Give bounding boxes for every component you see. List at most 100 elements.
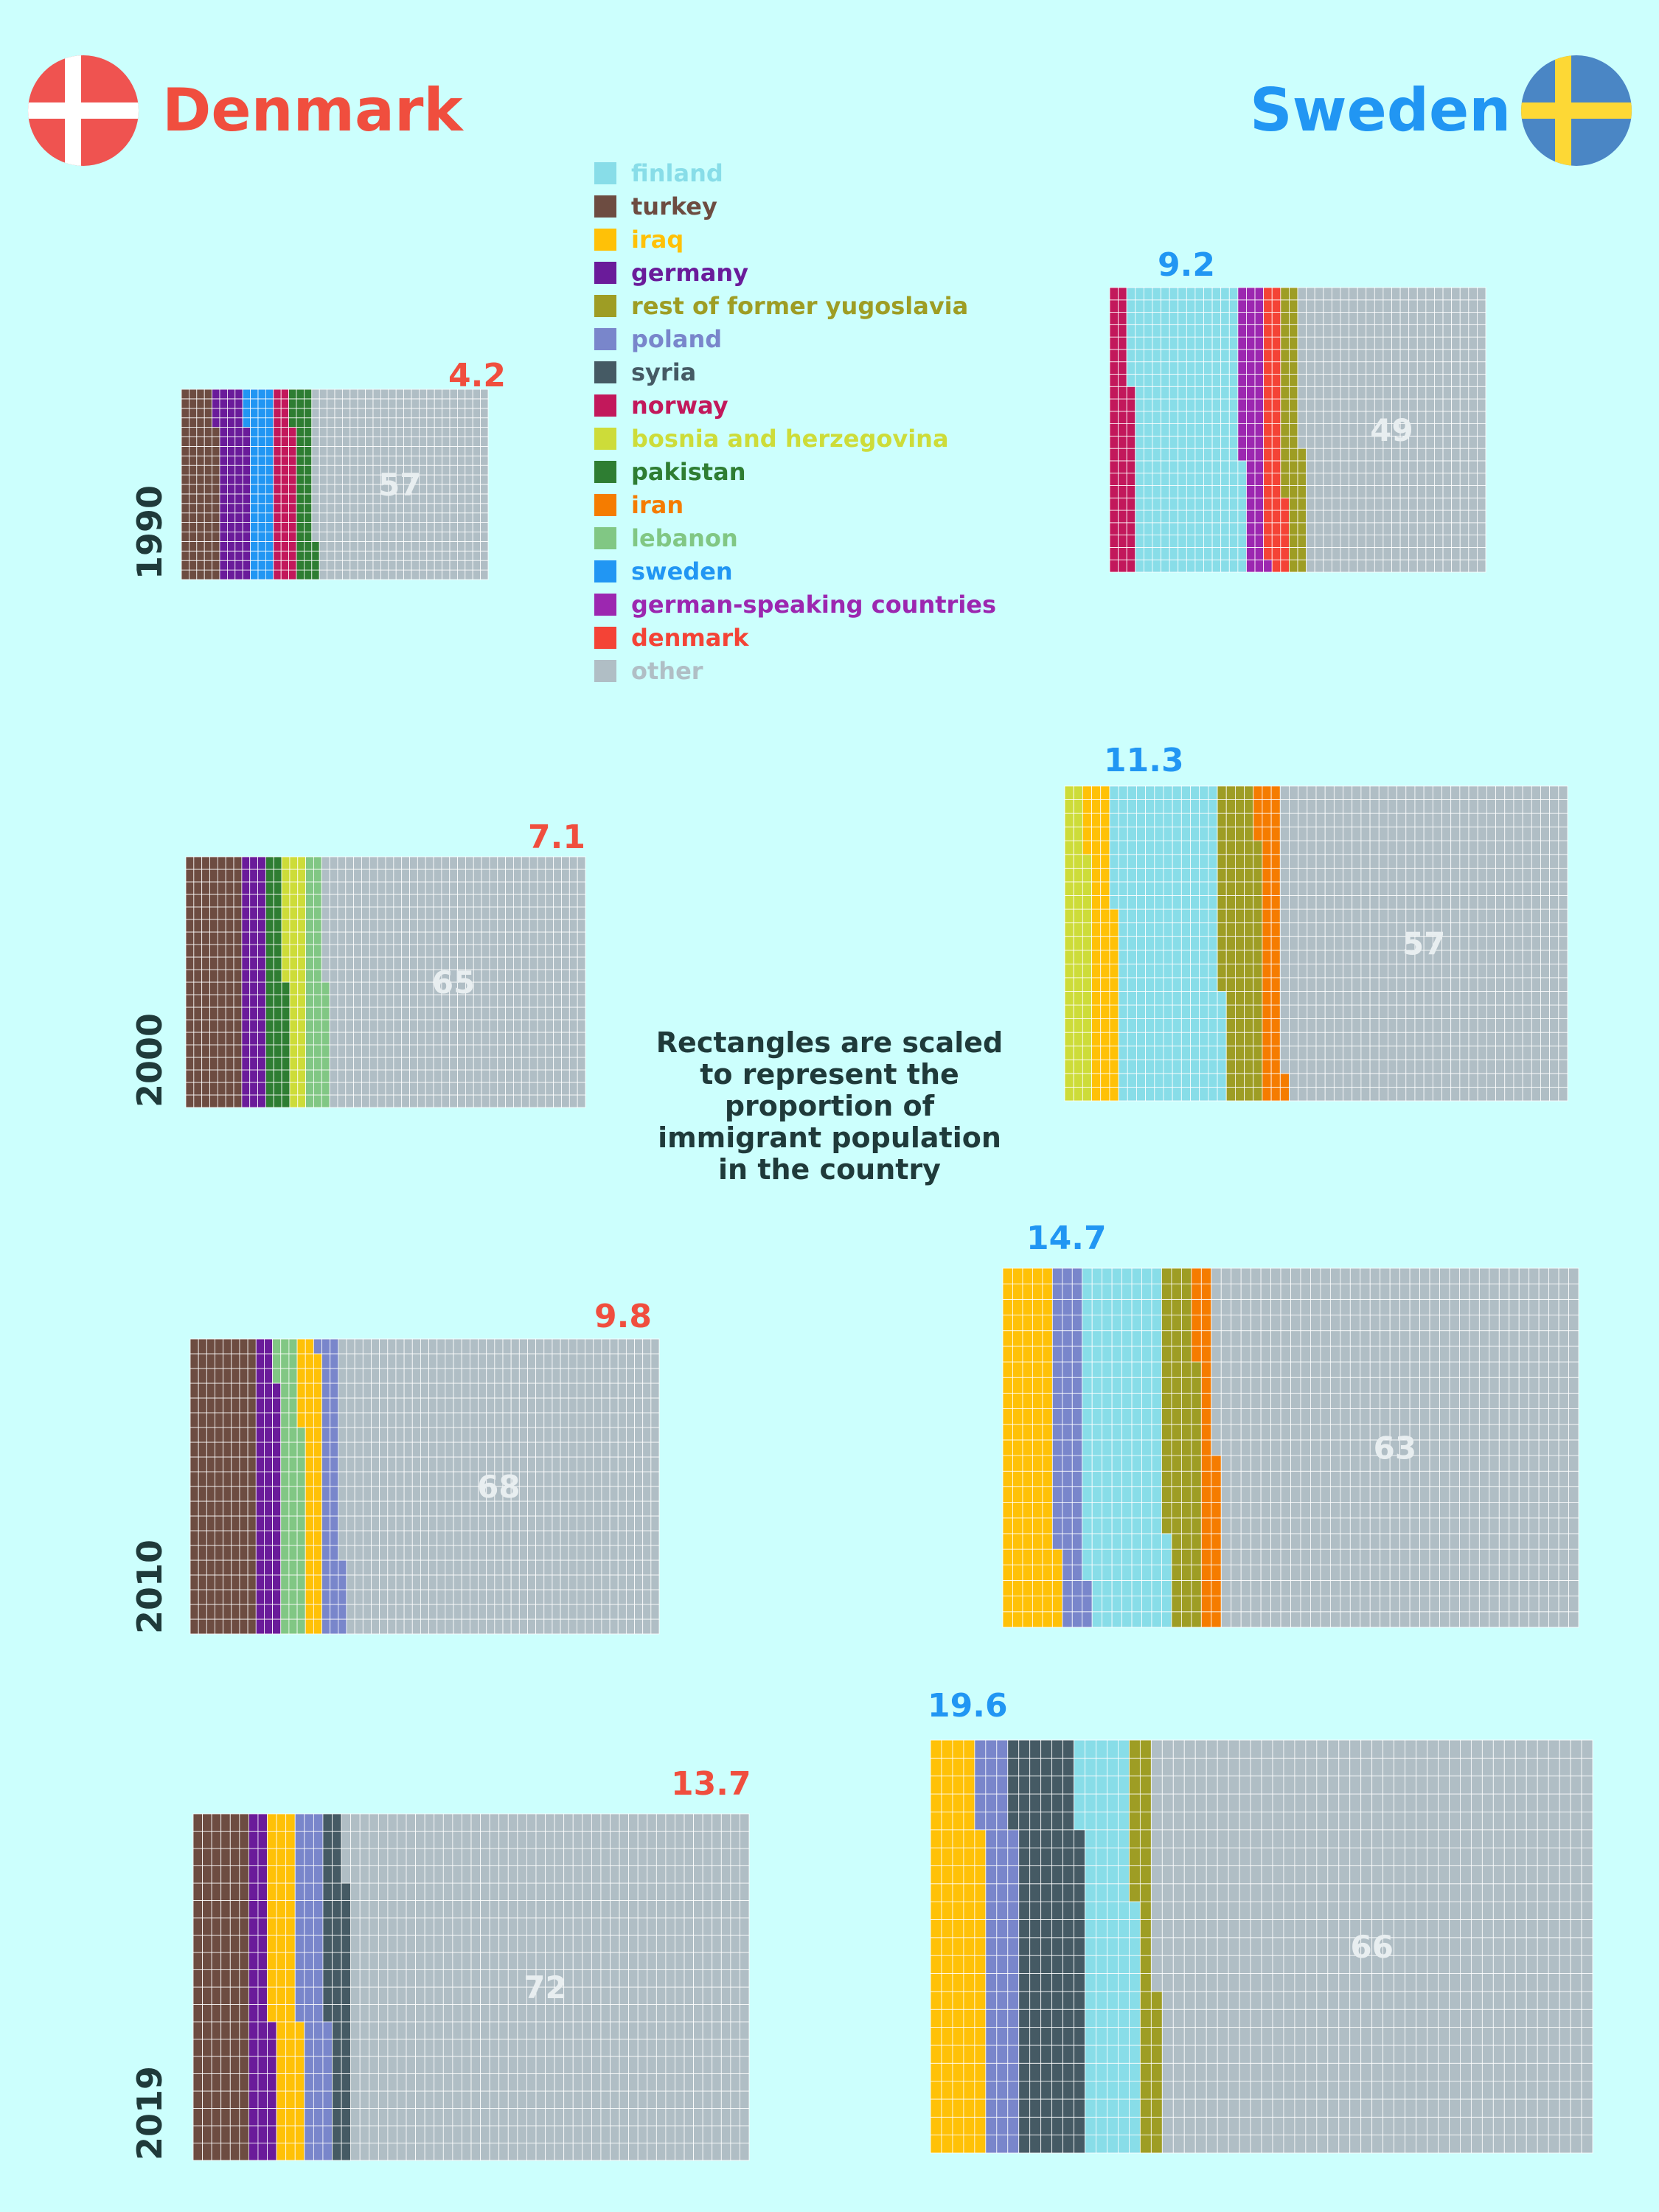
- waffle-cell: [265, 465, 274, 476]
- waffle-cell: [387, 1338, 397, 1354]
- waffle-cell: [369, 2108, 379, 2126]
- waffle-cell: [281, 869, 291, 883]
- waffle-cell: [337, 956, 347, 970]
- waffle-cell: [600, 2090, 611, 2109]
- waffle-cell: [545, 1952, 555, 1970]
- waffle-cell: [568, 919, 578, 933]
- waffle-cell: [242, 512, 251, 524]
- waffle-cell: [193, 1032, 203, 1046]
- waffle-cell: [215, 1427, 224, 1443]
- waffle-cell: [403, 1353, 413, 1369]
- waffle-cell: [609, 1559, 619, 1576]
- waffle-cell: [371, 1397, 380, 1413]
- waffle-cell: [403, 550, 412, 561]
- waffle-cell: [535, 2039, 546, 2057]
- waffle-cell: [192, 1865, 203, 1884]
- waffle-cell: [209, 981, 218, 995]
- waffle-cell: [303, 427, 313, 437]
- waffle-cell: [585, 1427, 594, 1443]
- waffle-cell: [327, 465, 335, 476]
- waffle-cell: [625, 1545, 635, 1561]
- waffle-cell: [319, 437, 328, 447]
- waffle-cell: [361, 894, 370, 908]
- waffle-cell: [1331, 460, 1341, 474]
- waffle-cell: [470, 2021, 481, 2039]
- waffle-cell: [321, 1530, 331, 1546]
- waffle-cell: [297, 856, 307, 870]
- waffle-cell: [498, 1935, 509, 1953]
- waffle-cell: [1349, 559, 1358, 573]
- waffle-cell: [354, 1515, 364, 1531]
- waffle-cell: [349, 427, 358, 437]
- waffle-cell: [417, 944, 426, 958]
- waffle-cell: [1289, 361, 1298, 375]
- waffle-cell: [1194, 460, 1204, 474]
- waffle-cell: [1374, 509, 1384, 524]
- waffle-cell: [1331, 559, 1341, 573]
- waffle-cell: [304, 1813, 314, 1832]
- waffle-cell: [192, 2021, 203, 2039]
- waffle-cell: [1228, 349, 1239, 363]
- waffle-cell: [568, 1353, 577, 1369]
- waffle-cell: [591, 1831, 602, 1849]
- waffle-cell: [233, 931, 243, 945]
- waffle-cell: [327, 427, 335, 437]
- waffle-cell: [265, 1057, 274, 1071]
- waffle-cell: [553, 869, 562, 883]
- waffle-cell: [560, 1338, 569, 1354]
- waffle-cell: [535, 1917, 546, 1935]
- waffle-cell: [1118, 411, 1127, 425]
- waffle-cell: [313, 1900, 324, 1919]
- waffle-cell: [494, 1515, 504, 1531]
- waffle-cell: [452, 1917, 462, 1935]
- waffle-cell: [265, 484, 274, 495]
- waffle-cell: [600, 1882, 611, 1901]
- waffle-cell: [537, 856, 546, 870]
- waffle-cell: [281, 856, 291, 870]
- waffle-cell: [1186, 473, 1196, 486]
- waffle-cell: [337, 944, 347, 958]
- waffle-cell: [1254, 497, 1265, 511]
- waffle-cell: [1263, 522, 1273, 536]
- waffle-cell: [1237, 411, 1247, 425]
- waffle-cell: [201, 881, 210, 895]
- waffle-cell: [1280, 535, 1290, 548]
- waffle-cell: [362, 1486, 372, 1502]
- waffle-cell: [486, 1559, 495, 1576]
- waffle-cell: [494, 1368, 504, 1384]
- waffle-cell: [257, 389, 266, 400]
- waffle-cell: [425, 869, 434, 883]
- waffle-cell: [1280, 374, 1290, 387]
- waffle-cell: [527, 1368, 537, 1384]
- waffle-cell: [489, 1019, 498, 1033]
- waffle-cell: [401, 944, 410, 958]
- waffle-cell: [1340, 299, 1349, 313]
- waffle-cell: [365, 550, 374, 561]
- waffle-cell: [442, 484, 451, 495]
- waffle-cell: [1331, 287, 1341, 301]
- waffle-cell: [424, 2143, 435, 2161]
- waffle-cell: [552, 1604, 561, 1620]
- waffle-cell: [231, 1368, 240, 1384]
- waffle-cell: [272, 1412, 282, 1428]
- waffle-cell: [239, 1831, 249, 1849]
- waffle-cell: [321, 969, 330, 983]
- waffle-cell: [425, 931, 434, 945]
- waffle-cell: [415, 2090, 425, 2109]
- waffle-cell: [272, 1353, 282, 1369]
- waffle-cell: [406, 2021, 417, 2039]
- waffle-cell: [288, 1604, 298, 1620]
- waffle-cell: [617, 1486, 627, 1502]
- waffle-cell: [397, 2021, 407, 2039]
- waffle-cell: [332, 1831, 342, 1849]
- waffle-cell: [379, 1530, 389, 1546]
- waffle-cell: [332, 1986, 342, 2005]
- waffle-cell: [498, 1831, 509, 1849]
- waffle-cell: [372, 417, 381, 428]
- segment-other: [1297, 287, 1486, 573]
- waffle-cell: [357, 465, 366, 476]
- waffle-cell: [305, 1082, 314, 1096]
- waffle-cell: [1366, 448, 1375, 462]
- waffle-cell: [1374, 522, 1384, 536]
- waffle-cell: [377, 919, 386, 933]
